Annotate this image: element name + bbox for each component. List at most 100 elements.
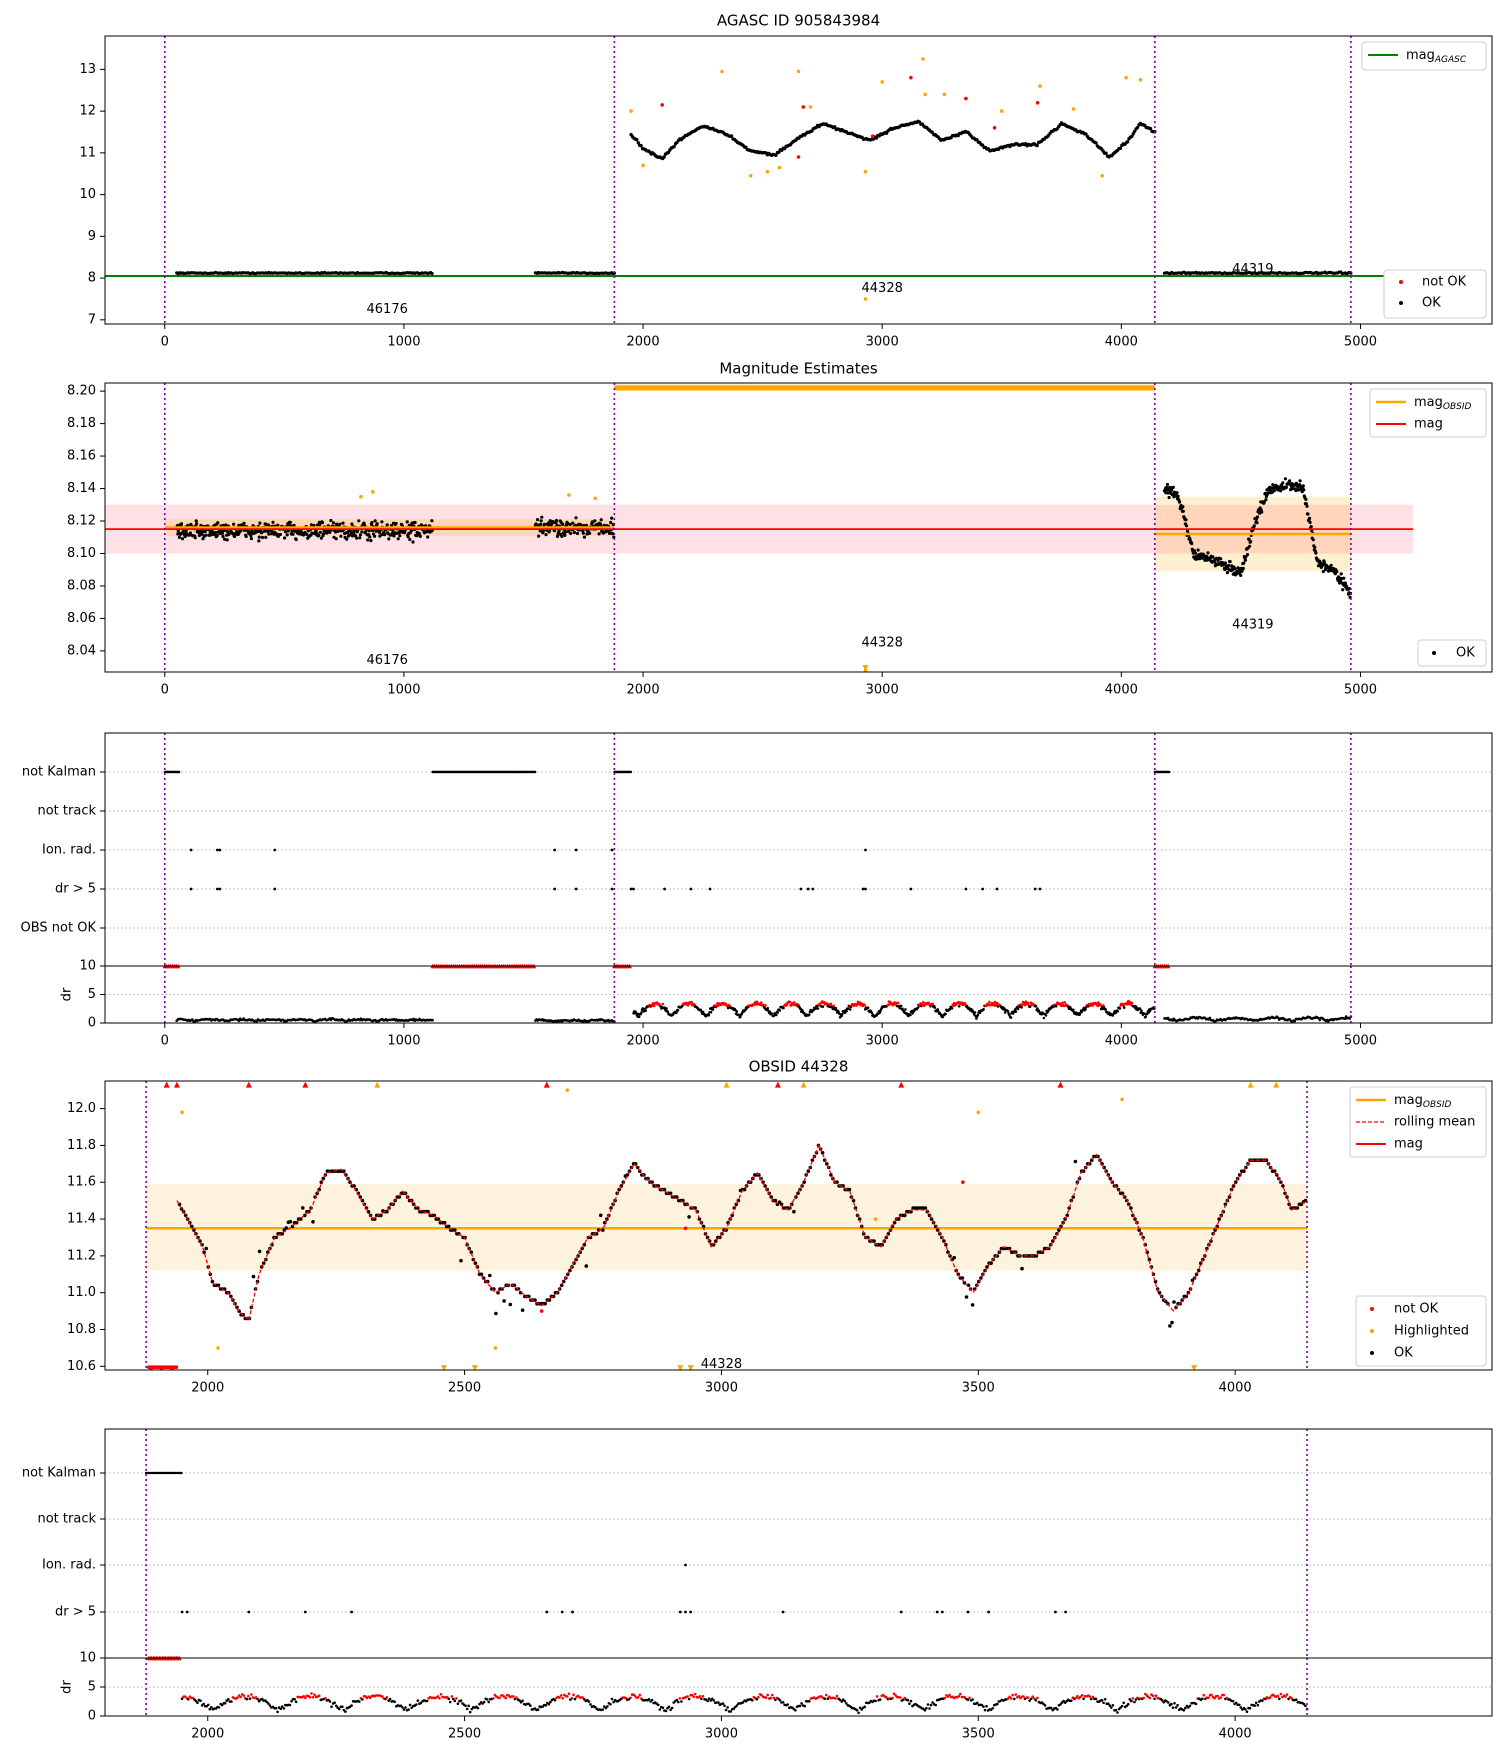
dr-point [1003, 1011, 1007, 1014]
ok-point [979, 1276, 983, 1280]
ok-point [559, 1283, 564, 1288]
dr-point [328, 1700, 332, 1703]
dr-point [1160, 1698, 1164, 1702]
flag-point [1033, 887, 1037, 891]
x-tick-label: 2000 [191, 1727, 224, 1742]
ok-point [1279, 489, 1283, 493]
legend-label-mag: mag [1394, 1137, 1423, 1152]
dr-point [425, 1699, 429, 1703]
ok-point [1181, 505, 1185, 509]
legend-swatch-not-ok [1399, 280, 1403, 284]
flag-point [177, 770, 181, 774]
flag-point [185, 1610, 189, 1614]
flag-point [273, 848, 277, 852]
ok-point [1264, 1158, 1269, 1162]
dr-point [1176, 1703, 1179, 1707]
ok-point [396, 537, 400, 541]
dr-point [1016, 1007, 1020, 1011]
dr-tick-label: 10 [79, 959, 96, 974]
flag-point [216, 887, 219, 891]
ok-point [311, 1220, 315, 1224]
dr-point [194, 1699, 198, 1703]
ok-point [1239, 573, 1243, 578]
x-tick-label: 0 [161, 1034, 169, 1049]
flag-point [218, 848, 222, 852]
legend-swatch-ok [1370, 1351, 1374, 1355]
dr-point-high [1014, 1693, 1018, 1696]
dr-point [1020, 1006, 1023, 1009]
x-tick-label: 2000 [191, 1381, 224, 1396]
x-tick-label: 1000 [387, 335, 420, 350]
flag-point [995, 887, 999, 891]
flag-point [218, 887, 222, 891]
dr-point-high [829, 1002, 833, 1006]
ok-point [271, 520, 275, 524]
dr-point-high [959, 1692, 962, 1696]
dr-point-high [946, 1695, 950, 1698]
flag-category-label: not track [37, 804, 96, 819]
ok-point [1254, 517, 1258, 522]
ok-point [360, 530, 364, 534]
dr-point [549, 1700, 552, 1704]
highlighted-marker [374, 1081, 381, 1088]
dr-point-high [863, 1003, 866, 1007]
dr-point [467, 1704, 471, 1708]
dr-point [641, 1007, 645, 1010]
ok-point [319, 536, 323, 540]
dr-point-high [903, 1696, 907, 1700]
dr-point-high [567, 1692, 571, 1695]
dr-point [675, 1698, 679, 1702]
dr-point [1244, 1708, 1247, 1711]
dr-point [711, 1008, 715, 1011]
ok-point [227, 532, 231, 537]
dr-point [808, 1013, 811, 1016]
ok-point [1288, 479, 1292, 483]
y-tick-label: 8.10 [67, 546, 96, 561]
ok-point [574, 1257, 578, 1262]
flag-point [663, 887, 666, 891]
flag-point [303, 1610, 307, 1614]
dr-point [1256, 1703, 1260, 1707]
dr-point [257, 1699, 261, 1703]
dr-point [680, 1700, 683, 1703]
ok-point [1196, 548, 1200, 552]
ok-point [488, 1273, 492, 1278]
ok-point [278, 532, 282, 537]
dr-point [1036, 1007, 1039, 1010]
highlighted-point [180, 1110, 184, 1115]
dr-point [1304, 1704, 1307, 1708]
y-tick-label: 8.06 [67, 611, 96, 626]
dr-point-high [650, 1004, 654, 1008]
ok-point [575, 531, 580, 536]
legend-label-ok: OK [1422, 296, 1441, 311]
flag-point [189, 848, 193, 852]
highlighted-point [371, 490, 375, 494]
dr-point-high [653, 1004, 656, 1008]
dr-point-high [1154, 1694, 1158, 1697]
highlighted-point [720, 69, 724, 74]
ok-point [1118, 146, 1123, 150]
ok-point [1248, 544, 1252, 548]
dr-point [1143, 1012, 1146, 1015]
dr-point-high [572, 1693, 575, 1696]
dr-point-high [1131, 1697, 1135, 1700]
rolling-mean-line [176, 1143, 1308, 1322]
ok-point [285, 533, 289, 537]
ok-point [195, 522, 199, 526]
flag-point [964, 887, 968, 891]
not-ok-point [1035, 101, 1040, 105]
ok-point [426, 1209, 430, 1214]
dr-point [1276, 1016, 1280, 1019]
legend-frame [1383, 269, 1487, 319]
dr-point [601, 1708, 605, 1711]
dr-point [816, 1007, 820, 1010]
dr-point-high [698, 1695, 702, 1698]
dr-point-high [636, 1696, 640, 1699]
ok-point [225, 538, 229, 542]
ok-point [572, 530, 577, 535]
legend-frame [1355, 1295, 1487, 1367]
ok-point [320, 521, 325, 525]
y-tick-label: 8.14 [67, 481, 96, 496]
not-ok-marker [774, 1081, 781, 1088]
